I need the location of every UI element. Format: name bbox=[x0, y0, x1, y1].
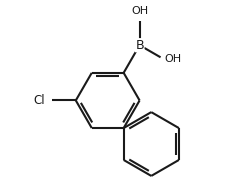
Text: OH: OH bbox=[164, 54, 180, 64]
Text: B: B bbox=[135, 39, 143, 52]
Text: Cl: Cl bbox=[34, 94, 45, 107]
Text: OH: OH bbox=[130, 6, 148, 16]
